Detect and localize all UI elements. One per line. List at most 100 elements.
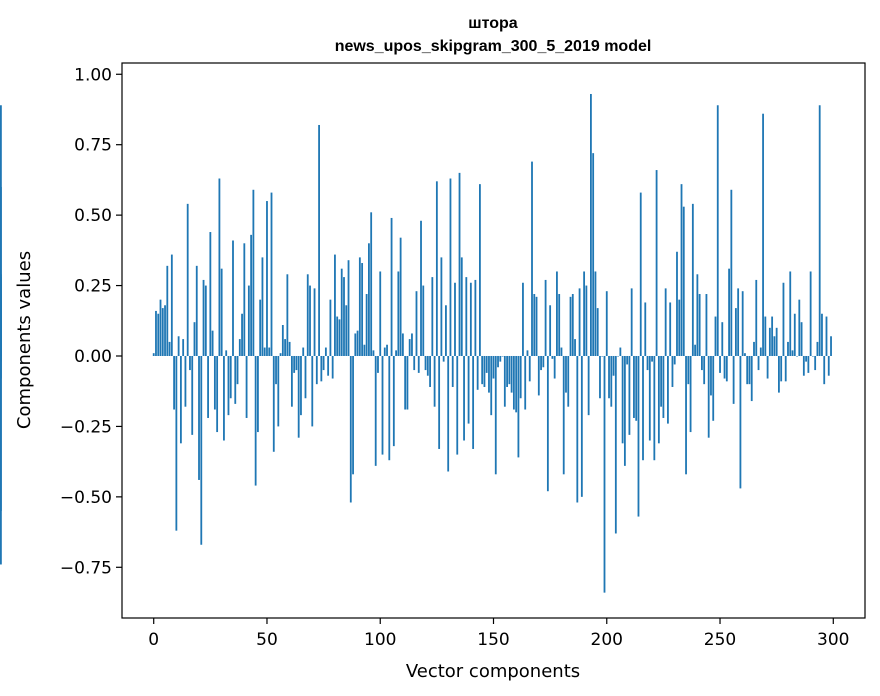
bar-101 xyxy=(381,355,384,455)
bar-178 xyxy=(556,271,558,356)
bar-57 xyxy=(281,325,284,356)
bar-152 xyxy=(497,355,499,368)
x-axis-label: Vector components xyxy=(406,661,580,682)
bar-8 xyxy=(170,254,173,356)
bar-69 xyxy=(309,285,311,356)
bar-26 xyxy=(211,330,214,356)
bar-271 xyxy=(766,355,769,379)
bar-73 xyxy=(318,124,320,356)
bar-185 xyxy=(571,294,574,356)
bar-214 xyxy=(637,355,640,517)
bar-247 xyxy=(712,355,715,421)
bar-200 xyxy=(605,291,608,356)
bar-187 xyxy=(576,355,579,503)
y-tick-label: 0.25 xyxy=(74,277,112,297)
bar-189 xyxy=(580,355,583,497)
y-tick-label: −0.50 xyxy=(60,488,112,508)
bar-204 xyxy=(614,355,617,534)
bar-112 xyxy=(406,355,409,410)
bar-12 xyxy=(179,355,182,444)
y-tick-label: 0.75 xyxy=(74,136,112,156)
bar-282 xyxy=(791,350,794,356)
bar-133 xyxy=(454,282,456,356)
bar-289 xyxy=(807,355,810,373)
bar-224 xyxy=(660,355,663,407)
bar-265 xyxy=(753,341,755,356)
bar-23 xyxy=(204,285,207,356)
bar-220 xyxy=(651,355,653,362)
bar-81 xyxy=(336,316,339,356)
bar-0 xyxy=(152,353,155,356)
bar-120 xyxy=(424,355,427,371)
bar-251 xyxy=(721,322,724,356)
bar-144 xyxy=(479,184,481,356)
bar-203 xyxy=(612,355,615,376)
bar-37 xyxy=(236,355,239,385)
bar-84 xyxy=(343,277,345,356)
bar-16 xyxy=(189,355,191,371)
bar-36 xyxy=(234,355,237,404)
bar-87 xyxy=(349,355,352,503)
bar-undefined xyxy=(0,327,2,356)
bar-262 xyxy=(746,355,749,385)
bar-285 xyxy=(798,299,801,356)
bar-225 xyxy=(662,355,665,418)
bar-280 xyxy=(787,341,789,356)
bar-17 xyxy=(191,355,194,435)
bar-74 xyxy=(320,355,323,382)
bar-230 xyxy=(673,355,676,365)
bar-115 xyxy=(413,355,416,371)
bar-43 xyxy=(250,234,253,356)
x-axis-ticks: 0 50 100 150 200 250 300 xyxy=(148,618,850,650)
bar-266 xyxy=(755,279,758,356)
bar-68 xyxy=(306,274,309,356)
bar-196 xyxy=(596,308,599,356)
bar-39 xyxy=(241,313,243,356)
bar-159 xyxy=(512,355,515,410)
bar-278 xyxy=(782,282,785,356)
bar-250 xyxy=(719,355,721,373)
bar-182 xyxy=(565,355,567,393)
bar-7 xyxy=(168,341,171,356)
bar-234 xyxy=(682,206,685,356)
bar-126 xyxy=(438,355,441,449)
bar-130 xyxy=(447,355,450,472)
bar-241 xyxy=(698,294,701,356)
bar-41 xyxy=(245,355,248,418)
bar-51 xyxy=(268,347,271,356)
bar-143 xyxy=(476,355,479,390)
y-tick-label: −0.75 xyxy=(60,558,112,578)
bar-298 xyxy=(827,355,830,376)
bar-253 xyxy=(725,355,728,382)
bar-269 xyxy=(762,113,764,356)
bar-55 xyxy=(277,355,280,427)
bar-132 xyxy=(451,355,454,387)
bar-106 xyxy=(392,355,395,447)
bar-274 xyxy=(773,336,776,356)
bar-267 xyxy=(757,355,760,371)
bar-121 xyxy=(426,355,429,376)
y-axis-label: Components values xyxy=(14,251,35,429)
bar-260 xyxy=(741,291,744,356)
bar-153 xyxy=(499,355,502,362)
bar-232 xyxy=(678,299,681,356)
bar-67 xyxy=(304,355,307,399)
bar-191 xyxy=(585,285,588,356)
bar-222 xyxy=(655,170,658,356)
bar-244 xyxy=(705,294,708,356)
bar-2 xyxy=(157,313,160,356)
bar-227 xyxy=(667,355,669,424)
bar-175 xyxy=(549,305,552,356)
bar-139 xyxy=(467,355,470,424)
bar-157 xyxy=(508,355,511,385)
bar-229 xyxy=(671,355,674,387)
bar-125 xyxy=(435,181,438,356)
bar-240 xyxy=(696,274,699,356)
bar-216 xyxy=(642,355,644,461)
bar-145 xyxy=(481,355,484,385)
bar-166 xyxy=(528,355,531,382)
bar-65 xyxy=(300,355,302,416)
bar-114 xyxy=(411,333,413,356)
bar-156 xyxy=(506,355,508,387)
